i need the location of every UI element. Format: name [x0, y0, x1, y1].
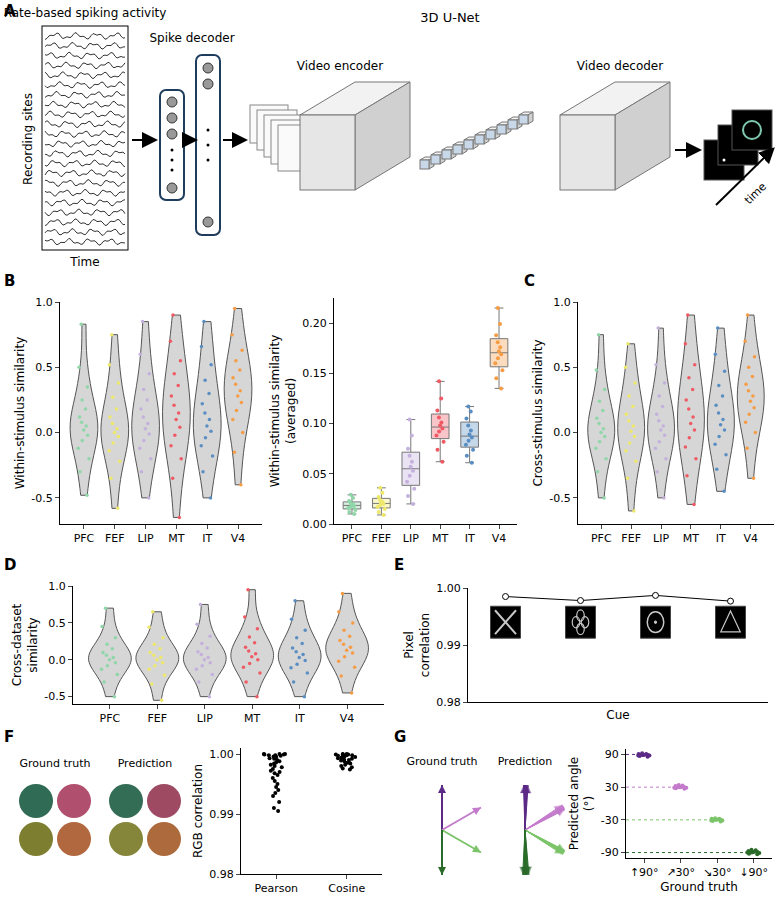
svg-text:MT: MT — [168, 532, 184, 545]
svg-text:LIP: LIP — [403, 532, 419, 545]
svg-text:Cue: Cue — [606, 708, 629, 722]
svg-text:Time: Time — [69, 255, 99, 269]
svg-text:0.98: 0.98 — [436, 696, 461, 709]
svg-text:1.0: 1.0 — [48, 580, 66, 593]
svg-text:PFC: PFC — [74, 532, 95, 545]
svg-text:0.5: 0.5 — [48, 617, 66, 630]
svg-text:0.5: 0.5 — [553, 361, 571, 374]
svg-text:1.00: 1.00 — [436, 582, 461, 595]
svg-text:0.20: 0.20 — [302, 317, 327, 330]
svg-text:V4: V4 — [492, 532, 507, 545]
svg-text:FEF: FEF — [105, 532, 125, 545]
svg-text:FEF: FEF — [621, 532, 641, 545]
svg-text:IT: IT — [295, 712, 305, 725]
svg-text:Prediction: Prediction — [118, 757, 173, 770]
svg-text:-0.5: -0.5 — [31, 492, 52, 505]
svg-text:FEF: FEF — [372, 532, 392, 545]
svg-text:↗30°: ↗30° — [666, 866, 695, 879]
svg-text:FEF: FEF — [148, 712, 168, 725]
svg-text:MT: MT — [244, 712, 260, 725]
svg-text:Cosine: Cosine — [328, 882, 365, 895]
svg-text:0.10: 0.10 — [302, 417, 327, 430]
svg-text:1.0: 1.0 — [553, 296, 571, 309]
svg-text:IT: IT — [716, 532, 726, 545]
svg-text:↑90°: ↑90° — [630, 866, 659, 879]
svg-text:LIP: LIP — [138, 532, 154, 545]
svg-text:-30: -30 — [601, 814, 619, 827]
svg-text:Recording sites: Recording sites — [21, 93, 35, 185]
svg-text:V4: V4 — [340, 712, 355, 725]
svg-text:Ground truth: Ground truth — [406, 755, 477, 768]
svg-text:Within-stimulus similarity(ave: Within-stimulus similarity(averaged) — [268, 335, 298, 487]
svg-text:Video decoder: Video decoder — [577, 59, 663, 73]
svg-text:Pixelcorrelation: Pixelcorrelation — [402, 613, 432, 677]
svg-text:1.00: 1.00 — [209, 748, 234, 761]
svg-text:0.98: 0.98 — [209, 868, 234, 881]
svg-text:PFC: PFC — [591, 532, 612, 545]
svg-text:0.5: 0.5 — [35, 361, 53, 374]
svg-text:3D U-Net: 3D U-Net — [420, 10, 479, 25]
svg-text:Cross-stimulus similarity: Cross-stimulus similarity — [531, 339, 545, 486]
svg-text:0.0: 0.0 — [48, 654, 66, 667]
svg-text:-0.5: -0.5 — [44, 690, 65, 703]
svg-text:MT: MT — [432, 532, 448, 545]
svg-text:V4: V4 — [743, 532, 758, 545]
svg-text:30: 30 — [605, 781, 619, 794]
svg-text:0.00: 0.00 — [302, 518, 327, 531]
svg-text:MT: MT — [683, 532, 699, 545]
svg-text:Pearson: Pearson — [254, 882, 298, 895]
svg-text:0.99: 0.99 — [209, 808, 234, 821]
svg-text:PFC: PFC — [342, 532, 363, 545]
svg-text:IT: IT — [465, 532, 475, 545]
svg-text:90: 90 — [605, 748, 619, 761]
svg-text:-90: -90 — [601, 846, 619, 859]
svg-text:PFC: PFC — [100, 712, 121, 725]
svg-text:↓90°: ↓90° — [739, 866, 768, 879]
svg-text:↘30°: ↘30° — [703, 866, 732, 879]
svg-text:Ground truth: Ground truth — [660, 880, 738, 894]
svg-text:Cross-datasetsimilarity: Cross-datasetsimilarity — [10, 603, 40, 686]
svg-text:Video encoder: Video encoder — [297, 59, 383, 73]
svg-text:0.15: 0.15 — [302, 367, 327, 380]
svg-text:time: time — [742, 180, 769, 207]
svg-text:LIP: LIP — [197, 712, 213, 725]
svg-text:LIP: LIP — [653, 532, 669, 545]
svg-text:V4: V4 — [231, 532, 246, 545]
svg-text:Ground truth: Ground truth — [19, 757, 90, 770]
svg-text:0.0: 0.0 — [35, 426, 53, 439]
svg-text:Within-stimulus similarity: Within-stimulus similarity — [13, 337, 27, 489]
svg-text:0.0: 0.0 — [553, 426, 571, 439]
svg-text:RGB correlation: RGB correlation — [191, 764, 205, 858]
svg-text:Rate-based spiking activity: Rate-based spiking activity — [4, 6, 167, 20]
svg-text:Spike decoder: Spike decoder — [149, 31, 234, 45]
svg-text:0.05: 0.05 — [302, 468, 327, 481]
svg-text:0.99: 0.99 — [436, 639, 461, 652]
svg-text:Prediction: Prediction — [498, 755, 553, 768]
svg-text:1.0: 1.0 — [35, 296, 53, 309]
svg-text:IT: IT — [202, 532, 212, 545]
svg-text:-0.5: -0.5 — [549, 492, 570, 505]
svg-text:Predicted angle(°): Predicted angle(°) — [567, 757, 597, 850]
